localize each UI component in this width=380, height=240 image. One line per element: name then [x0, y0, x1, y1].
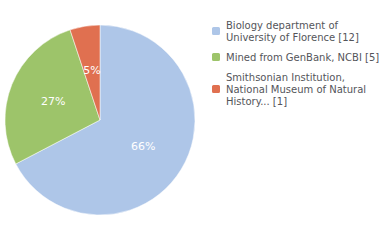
- svg-text:66%: 66%: [131, 140, 155, 153]
- svg-text:27%: 27%: [41, 95, 65, 108]
- svg-text:History... [1]: History... [1]: [226, 96, 287, 107]
- svg-text:Smithsonian Institution,: Smithsonian Institution,: [226, 72, 345, 83]
- svg-text:University of Florence [12]: University of Florence [12]: [226, 32, 359, 43]
- svg-text:Mined from GenBank, NCBI [5]: Mined from GenBank, NCBI [5]: [226, 52, 379, 63]
- svg-text:5%: 5%: [83, 64, 100, 77]
- svg-text:Biology department of: Biology department of: [226, 20, 339, 31]
- svg-text:National Museum of Natural: National Museum of Natural: [226, 84, 366, 95]
